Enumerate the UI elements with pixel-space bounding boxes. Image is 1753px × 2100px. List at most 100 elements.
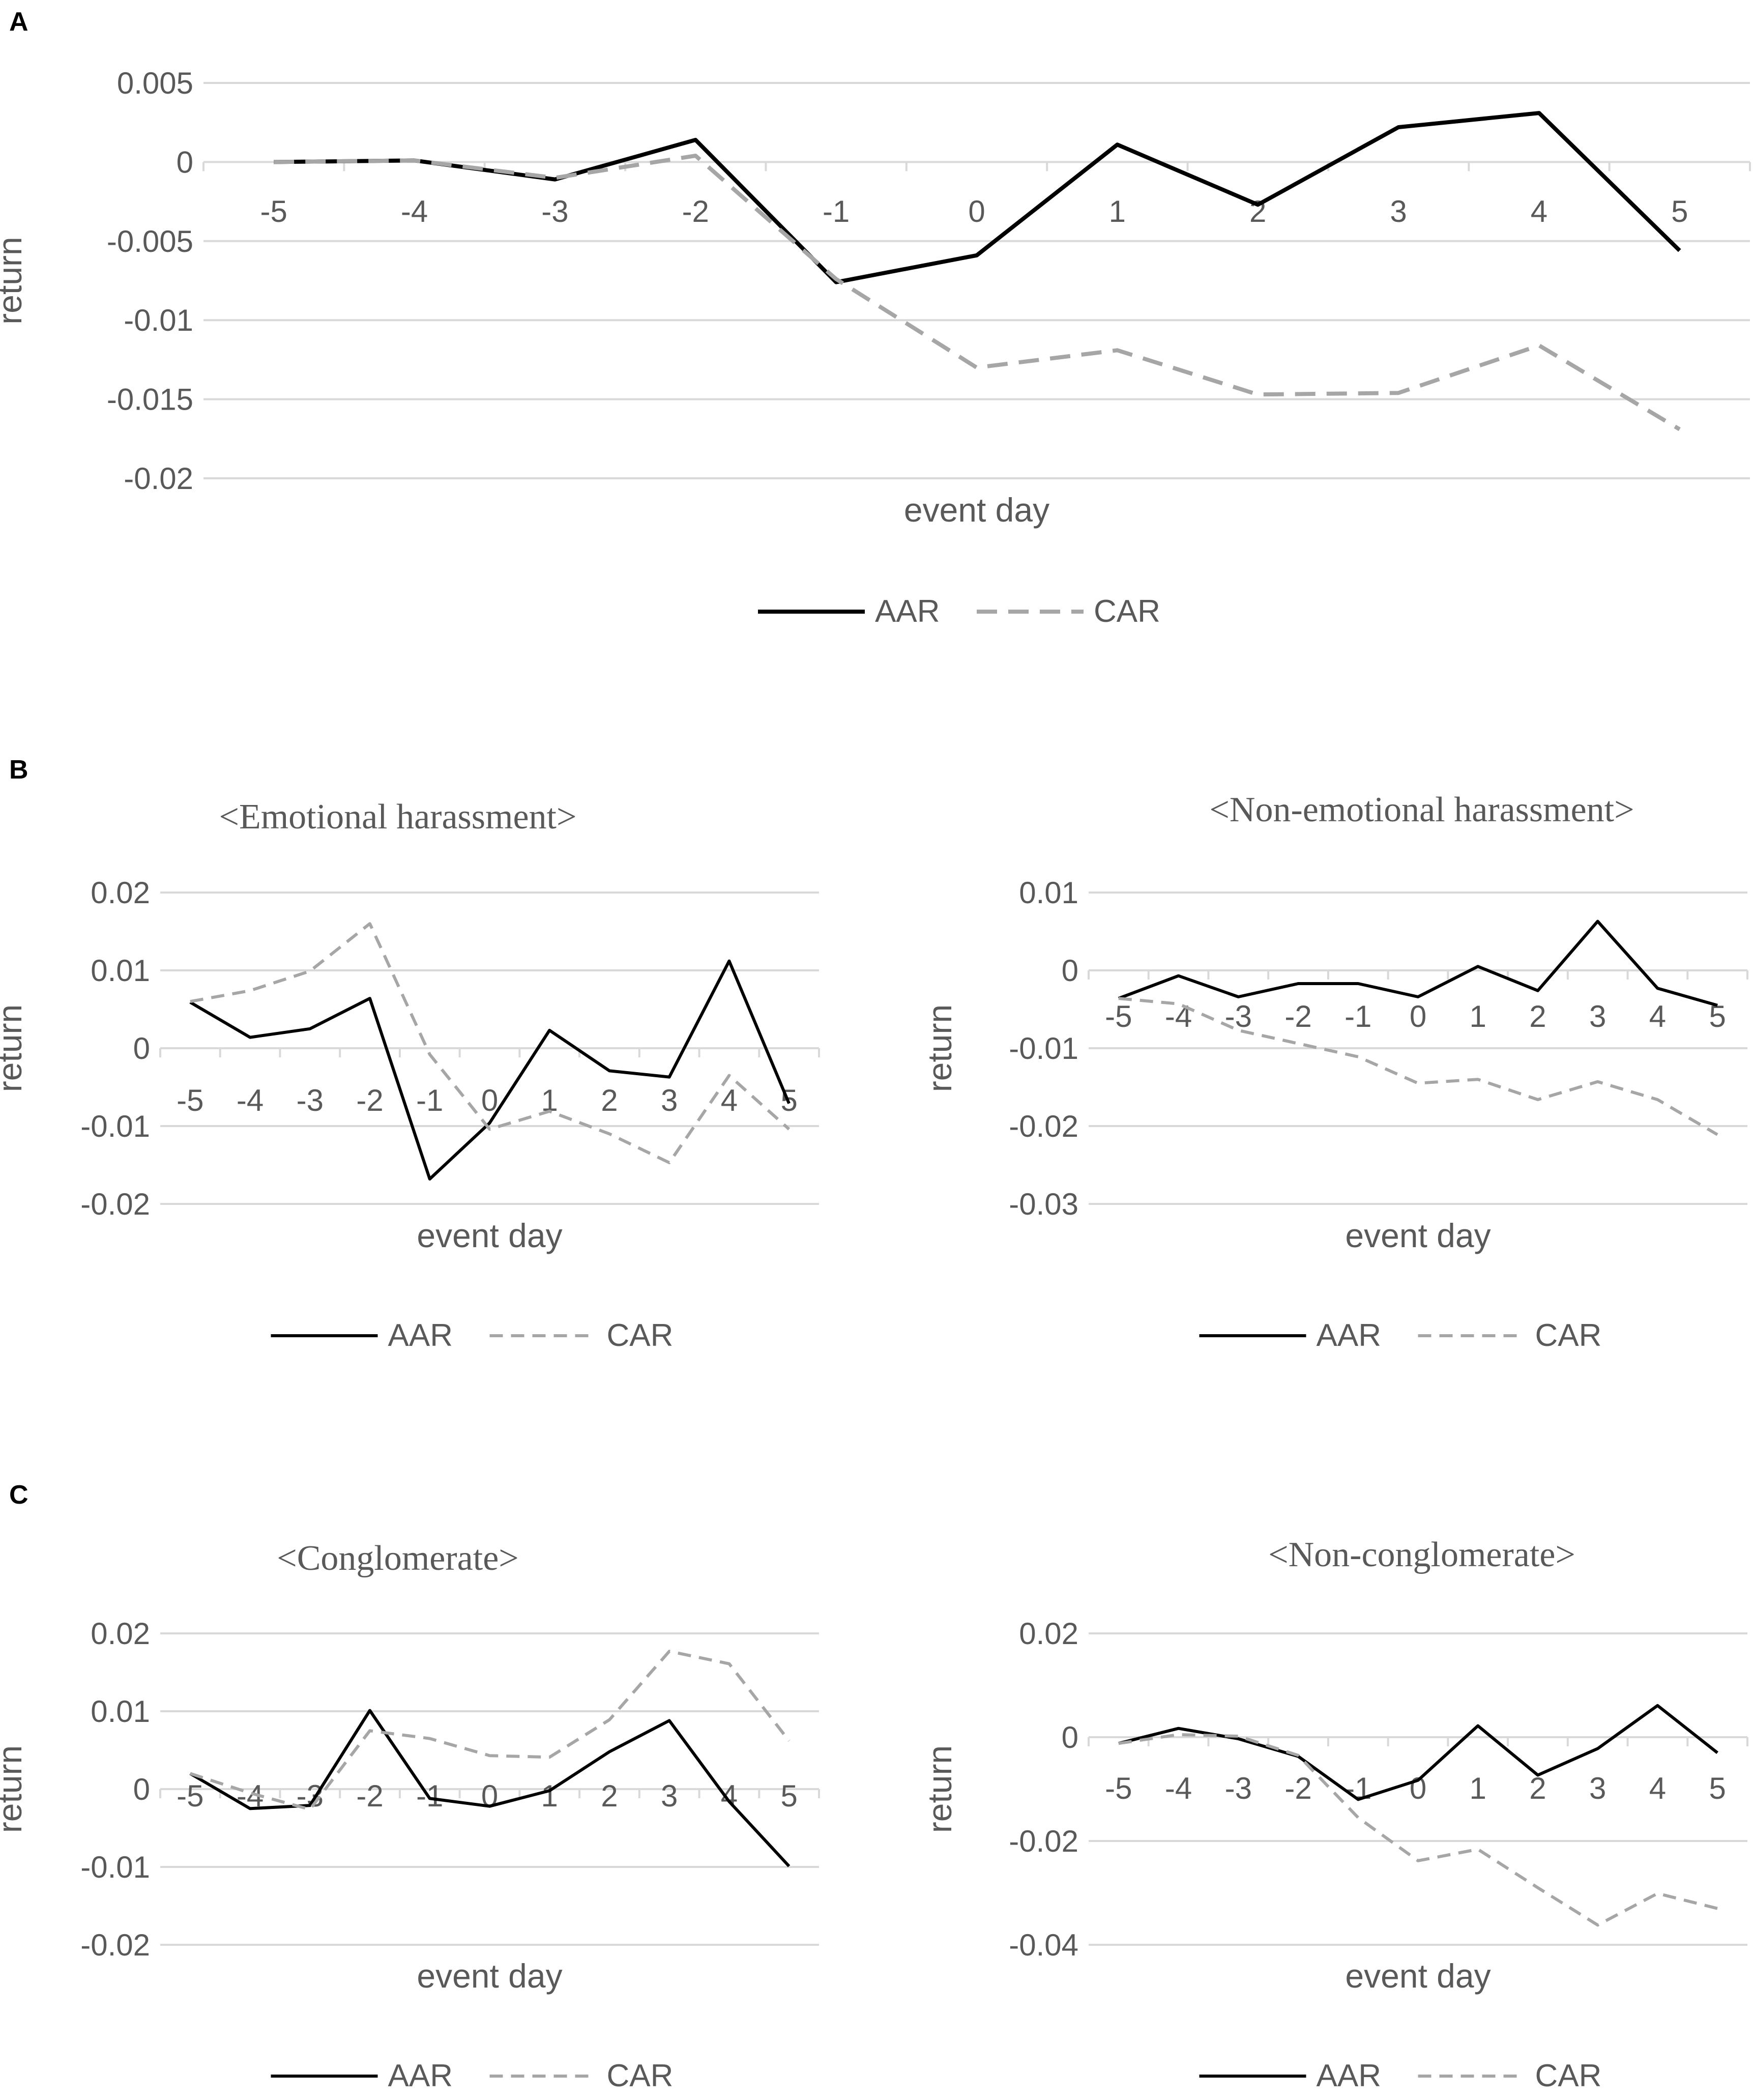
chart-0-legend-label-car: CAR [1094,594,1160,629]
chart-2-car-point [1358,1056,1359,1057]
chart-2-aar-point [1477,966,1478,967]
chart-1-car-point [429,1054,430,1055]
chart-2-car-point [1477,1079,1478,1080]
chart-0-legend-label-aar: AAR [875,594,940,629]
chart-0-car-point [554,177,556,178]
chart-4-aar-point [1477,1725,1478,1727]
panel-label-c: C [9,1480,28,1510]
chart-4-car-point [1118,1743,1119,1744]
chart-1-aar-point [489,1123,490,1124]
chart-0-aar-point [1679,250,1680,251]
chart-1-car-point [489,1129,490,1130]
chart-3-x-tick: 2 [601,1779,618,1813]
chart-4-y-tick: -0.04 [1009,1928,1078,1962]
chart-1-aar-point [549,1030,550,1031]
chart-1-y-axis-title: return [0,1004,28,1092]
chart-overall: 0.005 0 -0.005 -0.01 -0.015 -0.02 -5 -4 -3 -2 -1 0 1… [0,66,1751,629]
chart-0-x-tick: -3 [541,194,568,228]
chart-1-y-tick: 0.01 [91,954,150,988]
chart-2-x-tick: -2 [1284,999,1311,1033]
chart-4-legend-label-aar: AAR [1317,2058,1381,2093]
chart-3-y-tick: -0.01 [80,1850,150,1884]
panel-label-b: B [9,755,28,785]
chart-1-x-tick: 2 [601,1083,618,1117]
chart-2-y-axis-title: return [921,1004,958,1092]
chart-4-y-tick: 0 [1062,1720,1078,1754]
chart-1-car-point [609,1133,610,1134]
chart-3-car-point [549,1757,550,1758]
chart-0-aar-point [1538,112,1539,113]
chart-0-y-tick: 0.005 [117,66,193,100]
chart-2-car-point [1238,1030,1239,1031]
chart-1-x-tick: 3 [661,1083,678,1117]
chart-1-car-point [369,923,370,924]
chart-0-series-car [274,154,1681,431]
chart-1-series-car [190,922,791,1164]
chart-0-y-tick: -0.015 [107,383,193,417]
chart-0-y-tick: -0.02 [124,462,193,496]
chart-0-x-tick: 5 [1671,194,1688,228]
chart-1-car-point [788,1129,790,1130]
chart-2-series-aar [1118,919,1718,1007]
chart-2-car-point [1717,1134,1718,1135]
chart-2-x-tick: 3 [1589,999,1606,1033]
chart-0-aar-point [1258,204,1259,205]
chart-4-aar-point [1717,1752,1718,1753]
chart-3-car-point [369,1730,370,1731]
chart-4-legend-label-car: CAR [1535,2058,1602,2093]
chart-2-x-tick: 1 [1470,999,1486,1033]
chart-2-x-tick: 4 [1649,999,1666,1033]
chart-0-x-axis-title: event day [904,491,1049,529]
chart-0-aar-point [1117,144,1118,145]
chart-4-car-point [1178,1734,1179,1735]
chart-2-y-tick: -0.01 [1009,1031,1078,1066]
chart-3-aar-point [369,1710,370,1711]
chart-2-car-point [1178,1003,1179,1004]
chart-3-car-point [728,1663,729,1664]
chart-4-car-point [1358,1817,1359,1818]
chart-4-car-point [1537,1887,1538,1888]
chart-0-x-tick: 4 [1531,194,1547,228]
chart-3-aar-point [609,1751,610,1752]
chart-3-y-tick: 0 [133,1772,150,1806]
chart-4-y-tick: 0.02 [1019,1617,1078,1651]
chart-2-x-axis-title: event day [1345,1217,1491,1254]
chart-4-x-tick: -3 [1225,1771,1252,1805]
chart-2-car-point [1657,1099,1658,1100]
chart-4-x-tick: -2 [1284,1771,1311,1805]
chart-3-car-point [250,1793,251,1794]
chart-4-aar-point [1418,1780,1419,1781]
chart-3-y-tick: -0.02 [80,1928,150,1962]
chart-3-x-tick: -5 [177,1779,203,1813]
chart-1-series-aar [189,959,791,1181]
chart-0-aar-point [1398,127,1399,128]
chart-2-y-tick: -0.02 [1009,1109,1078,1143]
chart-2-aar-point [1418,996,1419,997]
chart-2-aar-point [1178,975,1179,976]
chart-emotional: <Emotional harassment> 0.02 0.01 0 -0.01 -0.0… [0,797,820,1353]
chart-3-aar-point [489,1806,490,1807]
chart-2-x-tick: -3 [1225,999,1252,1033]
chart-3-aar-point [788,1865,790,1866]
chart-1-aar-point [309,1028,310,1029]
chart-3-x-tick: -2 [356,1779,383,1813]
chart-1-x-axis-title: event day [417,1217,562,1254]
chart-2-y-tick: -0.03 [1009,1187,1078,1221]
chart-2-car-point [1418,1083,1419,1084]
chart-1-car-point [549,1111,550,1112]
chart-4-x-tick: 3 [1589,1771,1606,1805]
chart-2-legend-label-car: CAR [1535,1318,1602,1353]
chart-3-y-tick: 0.01 [91,1694,150,1729]
chart-3-car-point [309,1809,310,1810]
chart-2-aar-point [1597,921,1598,922]
chart-0-y-tick: 0 [177,145,193,179]
chart-4-x-tick: 4 [1649,1771,1666,1805]
chart-0-car-point [1258,394,1259,395]
chart-4-x-tick: -5 [1105,1771,1132,1805]
chart-3-title: <Conglomerate> [277,1539,519,1578]
chart-1-x-tick: 4 [721,1083,738,1117]
chart-2-car-point [1298,1043,1299,1044]
chart-conglomerate: <Conglomerate>0.020.010-0.01-0.02-5 -4 -3-… [0,1539,820,2093]
chart-0-x-tick: 1 [1109,194,1126,228]
